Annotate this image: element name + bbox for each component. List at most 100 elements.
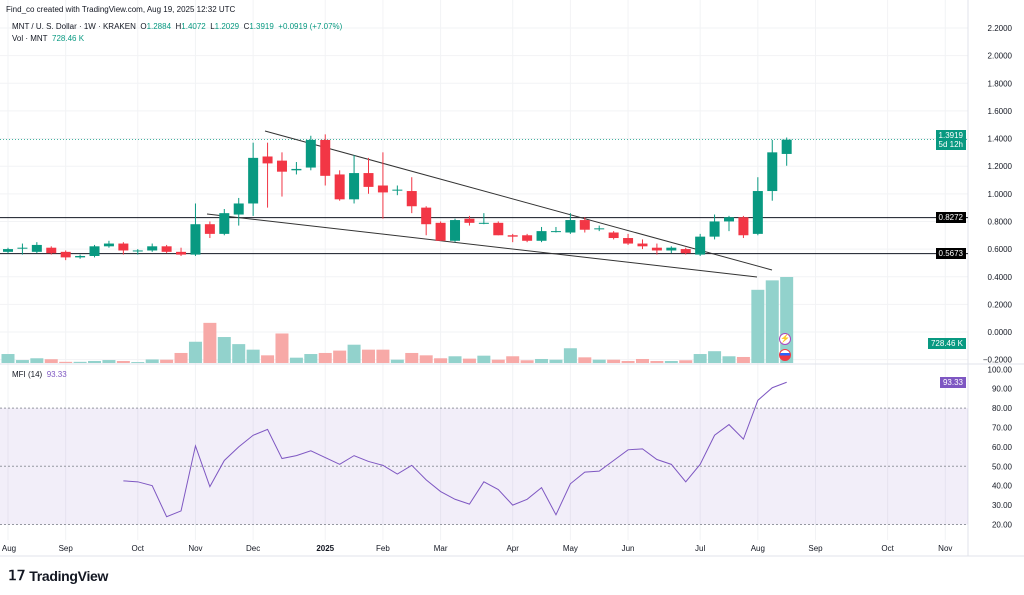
price-tick-label: 1.0000 xyxy=(988,190,1013,199)
volume-bar xyxy=(232,344,246,363)
volume-bar xyxy=(679,360,693,363)
candle-body xyxy=(637,243,648,247)
price-tick-label: 1.2000 xyxy=(988,162,1013,171)
us-flag-event-icon[interactable] xyxy=(779,349,791,361)
candle-body xyxy=(276,160,287,172)
candle-body xyxy=(204,224,215,234)
price-tick-label: 0.6000 xyxy=(988,245,1013,254)
candle-body xyxy=(507,235,518,237)
candle xyxy=(608,231,619,240)
last-price-badge: 1.3919 5d 12h xyxy=(935,130,966,150)
volume-bar xyxy=(506,356,520,363)
candle xyxy=(781,137,792,166)
volume-bar xyxy=(203,322,217,363)
trendline-upper xyxy=(264,130,773,271)
tradingview-logo-text: TradingView xyxy=(29,567,109,584)
attribution: Find_co created with TradingView.com, Au… xyxy=(6,5,236,14)
time-tick-label: Oct xyxy=(132,544,145,553)
volume-bar xyxy=(188,341,202,363)
price-tick-label: 2.2000 xyxy=(988,24,1013,33)
volume-bar xyxy=(59,361,73,363)
volume-bar xyxy=(549,359,563,363)
volume-bar xyxy=(88,360,102,363)
volume-bar xyxy=(693,354,707,363)
candle-body xyxy=(594,228,605,230)
volume-bar xyxy=(217,337,231,363)
candle-body xyxy=(579,220,590,230)
volume-value: 728.46 K xyxy=(52,34,85,43)
candle xyxy=(680,247,691,255)
volume-bar xyxy=(621,360,635,363)
candle-body xyxy=(695,236,706,255)
candle-body xyxy=(608,232,619,239)
candle xyxy=(176,247,187,256)
candle-body xyxy=(103,243,114,247)
candle-body xyxy=(118,243,129,251)
candle xyxy=(31,242,42,254)
volume-bar xyxy=(261,355,275,363)
candle xyxy=(594,225,605,232)
volume-bar xyxy=(30,358,44,363)
candle-body xyxy=(17,247,28,249)
candle xyxy=(421,206,432,236)
candle-body xyxy=(334,174,345,200)
candle xyxy=(118,242,129,255)
candle xyxy=(147,243,158,252)
price-tick-label: 0.8000 xyxy=(988,217,1013,226)
symbol-label[interactable]: MNT / U. S. Dollar · 1W · KRAKEN xyxy=(12,22,136,31)
candle xyxy=(161,244,172,254)
volume-bars xyxy=(1,277,794,363)
volume-bar xyxy=(722,356,736,363)
price-tick-label: 0.2000 xyxy=(988,300,1013,309)
candle xyxy=(435,221,446,241)
time-tick-label: Sep xyxy=(59,544,74,553)
last-price: 1.3919 xyxy=(938,131,963,140)
price-tick-label: 1.4000 xyxy=(988,135,1013,144)
candle xyxy=(219,209,230,236)
mfi-tick-label: 90.00 xyxy=(992,385,1013,394)
candle xyxy=(291,162,302,175)
time-tick-label: Jun xyxy=(622,544,635,553)
candle-body xyxy=(724,217,734,222)
volume-bar xyxy=(15,360,29,363)
candle-body xyxy=(377,185,388,193)
volume-bar xyxy=(434,358,448,363)
candle xyxy=(536,226,547,243)
volume-bar xyxy=(73,361,87,363)
high-value: 1.4072 xyxy=(181,22,206,31)
volume-bar xyxy=(563,348,577,363)
tradingview-logo[interactable]: 𝟣𝟩 TradingView xyxy=(8,567,108,584)
legend-volume: Vol · MNT 728.46 K xyxy=(12,34,84,43)
mfi-tick-label: 80.00 xyxy=(992,404,1013,413)
candle-body xyxy=(450,220,461,241)
time-tick-label: Aug xyxy=(751,544,765,553)
candle xyxy=(132,249,143,255)
volume-bar xyxy=(765,280,779,363)
time-tick-label: Sep xyxy=(808,544,823,553)
candle-body xyxy=(363,173,374,187)
candle xyxy=(406,177,417,214)
volume-bar xyxy=(592,359,606,363)
change-value: +0.0919 (+7.07%) xyxy=(278,22,343,31)
drawings[interactable] xyxy=(0,130,968,278)
volume-label[interactable]: Vol · MNT xyxy=(12,34,48,43)
mfi-label[interactable]: MFI (14) xyxy=(12,370,43,379)
mfi-tick-label: 60.00 xyxy=(992,443,1013,452)
candle xyxy=(276,152,287,197)
candle xyxy=(666,246,677,254)
lightning-event-icon[interactable]: ⚡ xyxy=(779,333,791,345)
candle xyxy=(695,233,706,256)
candle-body xyxy=(680,249,691,254)
level-badge-lower: 0.5673 xyxy=(935,248,966,259)
volume-bar xyxy=(535,358,549,363)
volume-bar xyxy=(347,344,361,363)
volume-bar xyxy=(275,333,289,363)
candle-body xyxy=(738,217,749,236)
price-axis[interactable]: 2.2000 2.0000 1.8000 1.6000 1.4000 1.2000 1.00… xyxy=(2,24,1013,553)
volume-bar xyxy=(664,360,678,363)
candle-body xyxy=(190,224,201,255)
mfi-tick-label: 100.00 xyxy=(988,365,1013,374)
candle xyxy=(522,233,533,243)
legend-ohlc: MNT / U. S. Dollar · 1W · KRAKEN O1.2884… xyxy=(12,22,342,31)
